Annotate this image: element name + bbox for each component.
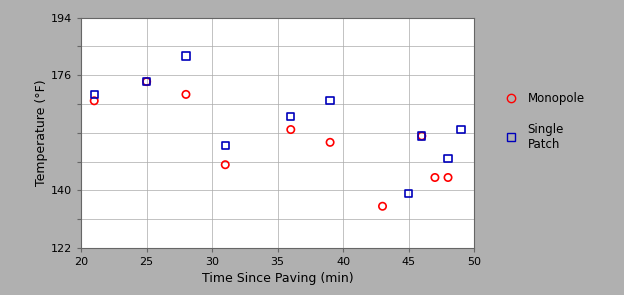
Point (430, 175, 440, 180)
Point (142, 79, 152, 84)
Point (142, 79, 152, 84)
Point (89, 99, 99, 103)
Y-axis label: Temperature (°F): Temperature (°F) (35, 79, 48, 186)
Point (417, 134, 427, 138)
Point (286, 127, 296, 132)
Point (404, 191, 414, 196)
Point (456, 127, 466, 132)
Point (443, 175, 453, 180)
Point (325, 99, 335, 103)
Point (220, 143, 230, 148)
Legend: Monopole, Single
Patch: Monopole, Single Patch (496, 88, 588, 154)
Point (181, 92, 191, 97)
Point (89, 92, 99, 97)
Point (286, 114, 296, 119)
Point (443, 156, 453, 161)
Point (181, 54, 191, 58)
Point (378, 204, 388, 209)
X-axis label: Time Since Paving (min): Time Since Paving (min) (202, 272, 353, 285)
Point (325, 140, 335, 145)
Point (220, 162, 230, 167)
Point (417, 134, 427, 138)
